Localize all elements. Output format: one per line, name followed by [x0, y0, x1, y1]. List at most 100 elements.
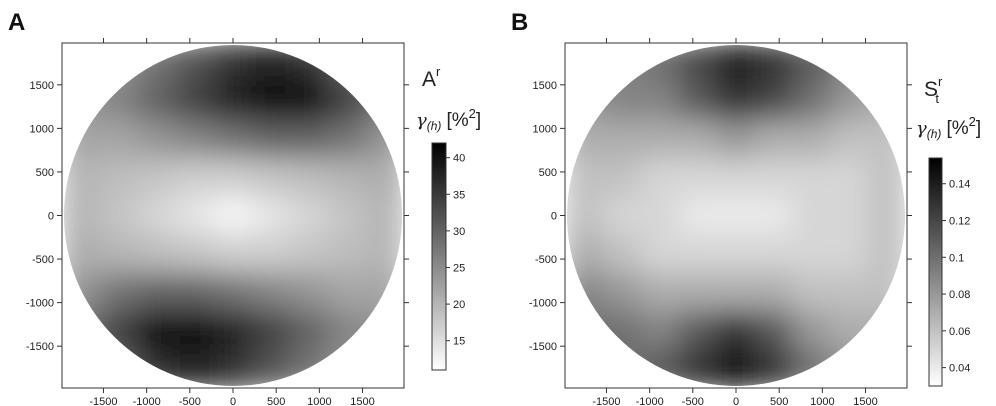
colorbar-tick-label: 35 [453, 189, 465, 201]
heatmap-cell [754, 157, 794, 197]
heatmap-cell [792, 195, 832, 236]
heatmap-cell [602, 195, 642, 236]
heatmap-cell [365, 80, 402, 121]
heatmap-cell [792, 272, 832, 312]
x-tick-label: 0 [230, 396, 236, 406]
gamma-sub: (h) [427, 119, 442, 133]
heatmap-cell [251, 45, 291, 82]
heatmap-cell [640, 349, 680, 386]
unit-open: [% [446, 110, 468, 131]
heatmap-cell [289, 234, 329, 274]
x-tick-label: 1500 [350, 396, 374, 406]
heatmap-cell [137, 119, 177, 159]
y-tick-label: -1000 [529, 298, 557, 310]
heatmap-cell [327, 157, 367, 197]
heatmap-cell [868, 119, 905, 159]
heatmap-cell [365, 45, 402, 82]
heatmap-cell [602, 45, 642, 82]
heatmap-cell [137, 272, 177, 312]
y-tick-label: 1000 [30, 123, 54, 135]
unit-sup: 2 [969, 114, 976, 129]
y-tick-label: 0 [48, 211, 54, 223]
heatmap-cell [251, 119, 291, 159]
heatmap-cell [99, 119, 139, 159]
heatmap-cell [289, 195, 329, 236]
panel-label: B [511, 9, 528, 36]
heatmap-cell [327, 119, 367, 159]
heatmap-cell [213, 310, 253, 351]
heatmap-cell [792, 119, 832, 159]
gamma: γ [916, 118, 927, 139]
heatmap-cell [175, 234, 215, 274]
y-tick-label: 1500 [30, 80, 54, 92]
heatmap-cell [716, 272, 756, 312]
heatmap-cell [137, 80, 177, 121]
heatmap-cell [678, 45, 718, 82]
heatmap-cell [602, 349, 642, 386]
heatmap-cell [602, 272, 642, 312]
heatmap-cell [640, 272, 680, 312]
variable-base: A [422, 68, 436, 91]
colorbar-tick-label: 0.06 [949, 326, 970, 338]
heatmap-cell [567, 349, 604, 386]
x-tick-label: -1000 [636, 396, 664, 406]
heatmap-cell [754, 349, 794, 386]
heatmap-cell [99, 234, 139, 274]
heatmap-cell [678, 272, 718, 312]
heatmap-cell [640, 234, 680, 274]
heatmap-cell [678, 80, 718, 121]
panel-label: A [8, 9, 25, 36]
heatmap-cell [640, 195, 680, 236]
heatmap-cell [754, 272, 794, 312]
heatmap-cell [868, 45, 905, 82]
x-tick-label: 1500 [853, 396, 877, 406]
heatmap-cell [754, 45, 794, 82]
variable-base: S [924, 78, 938, 101]
heatmap-cell [716, 119, 756, 159]
unit-sup: 2 [469, 106, 476, 121]
heatmap-cell [716, 195, 756, 236]
heatmap-cell [716, 349, 756, 386]
x-tick-label: -1500 [592, 396, 620, 406]
variable-sup: r [436, 64, 441, 79]
heatmap-cell [213, 349, 253, 386]
heatmap-cell [678, 119, 718, 159]
heatmap-cell [830, 195, 870, 236]
x-tick-label: -500 [682, 396, 704, 406]
unit-open: [% [946, 118, 968, 139]
colorbar [431, 142, 447, 371]
colorbar-tick-label: 40 [453, 153, 465, 165]
heatmap-cell [678, 195, 718, 236]
heatmap-cell [327, 234, 367, 274]
colorbar-tick-label: 0.12 [949, 216, 970, 228]
variable-sub: t [935, 91, 939, 106]
heatmap-cell [830, 272, 870, 312]
heatmap-cell [716, 157, 756, 197]
heatmap-cell [64, 349, 101, 386]
heatmap-cells [567, 45, 905, 386]
variable-label: Sr t [924, 74, 943, 106]
y-tick-label: 1000 [533, 123, 557, 135]
heatmap-cell [99, 310, 139, 351]
heatmap-cell [251, 310, 291, 351]
heatmap-cell [868, 157, 905, 197]
heatmap-cell [754, 195, 794, 236]
heatmap-cell [289, 349, 329, 386]
colorbar-tick-label: 0.14 [949, 179, 970, 191]
heatmap-cell [251, 349, 291, 386]
heatmap-cell [99, 195, 139, 236]
heatmap-cell [792, 80, 832, 121]
heatmap-cell [175, 45, 215, 82]
heatmap-cell [792, 157, 832, 197]
heatmap-cell [365, 234, 402, 274]
heatmap-cell [327, 310, 367, 351]
heatmap-cell [567, 195, 604, 236]
gamma: γ [416, 110, 427, 131]
heatmap-cell [716, 45, 756, 82]
heatmap-cell [213, 80, 253, 121]
heatmap-cell [868, 272, 905, 312]
heatmap-cell [830, 80, 870, 121]
heatmap-cell [137, 234, 177, 274]
heatmap-cell [716, 80, 756, 121]
heatmap-cell [602, 234, 642, 274]
